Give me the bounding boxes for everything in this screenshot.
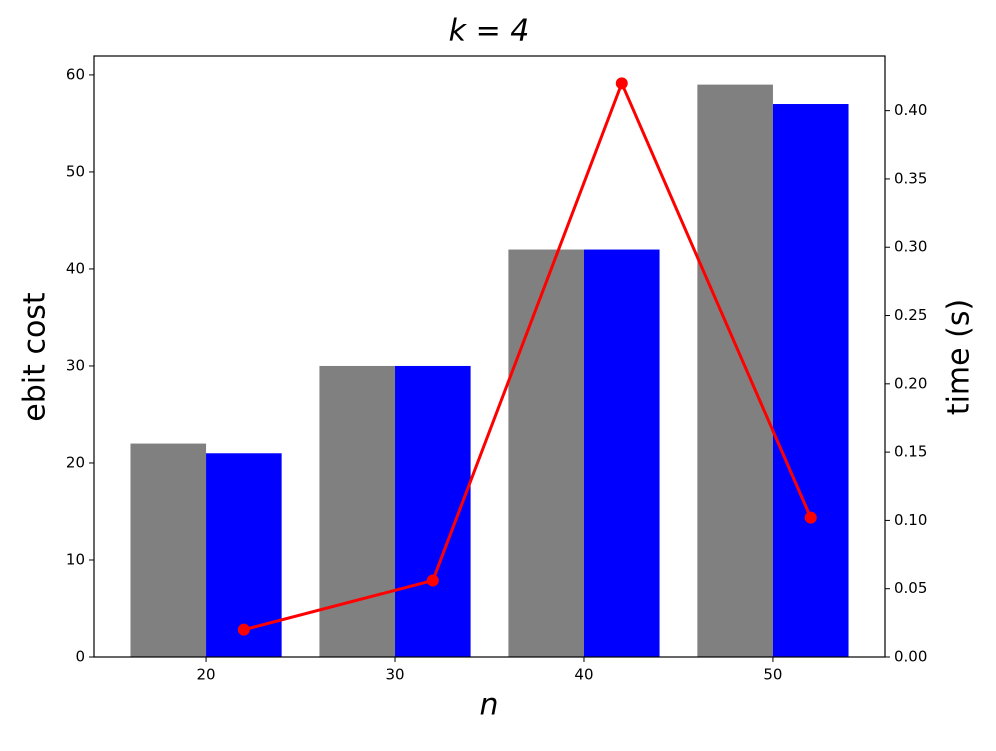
bar bbox=[130, 443, 207, 657]
y2-tick-label: 0.10 bbox=[894, 511, 927, 529]
marker bbox=[804, 511, 817, 524]
x-tick-label: 30 bbox=[385, 666, 404, 684]
x-tick-label: 20 bbox=[197, 666, 216, 684]
marker bbox=[426, 574, 439, 587]
y2-tick-label: 0.15 bbox=[894, 443, 927, 461]
y2-tick-label: 0.30 bbox=[894, 238, 927, 256]
y-tick-label: 60 bbox=[66, 65, 85, 83]
chart-title: k = 4 bbox=[449, 14, 530, 49]
y-tick-label: 40 bbox=[66, 259, 85, 277]
bar bbox=[508, 249, 584, 658]
y2-tick-label: 0.40 bbox=[894, 101, 927, 119]
y2-tick-label: 0.35 bbox=[894, 169, 927, 187]
y-tick-label: 20 bbox=[66, 453, 85, 471]
y2-tick-label: 0.25 bbox=[894, 306, 927, 324]
axes-frame bbox=[93, 55, 886, 658]
y-tick-label: 50 bbox=[66, 162, 85, 180]
x-tick-label: 40 bbox=[574, 666, 593, 684]
bar bbox=[583, 249, 660, 658]
y-axis-label: ebit cost bbox=[18, 292, 53, 422]
y2-tick-label: 0.00 bbox=[894, 648, 927, 666]
y2-tick-label: 0.20 bbox=[894, 374, 927, 392]
y-tick-label: 30 bbox=[66, 356, 85, 374]
y-tick-label: 10 bbox=[66, 550, 85, 568]
y2-axis-label: time (s) bbox=[942, 299, 977, 415]
bar bbox=[319, 365, 396, 657]
marker bbox=[237, 623, 250, 636]
bar bbox=[697, 84, 773, 658]
x-axis-label: n bbox=[479, 688, 498, 723]
y2-tick-label: 0.05 bbox=[894, 579, 927, 597]
x-tick-label: 50 bbox=[763, 666, 782, 684]
bar bbox=[772, 104, 849, 657]
y-tick-label: 0 bbox=[75, 648, 85, 666]
marker bbox=[615, 77, 628, 90]
line bbox=[243, 79, 813, 632]
